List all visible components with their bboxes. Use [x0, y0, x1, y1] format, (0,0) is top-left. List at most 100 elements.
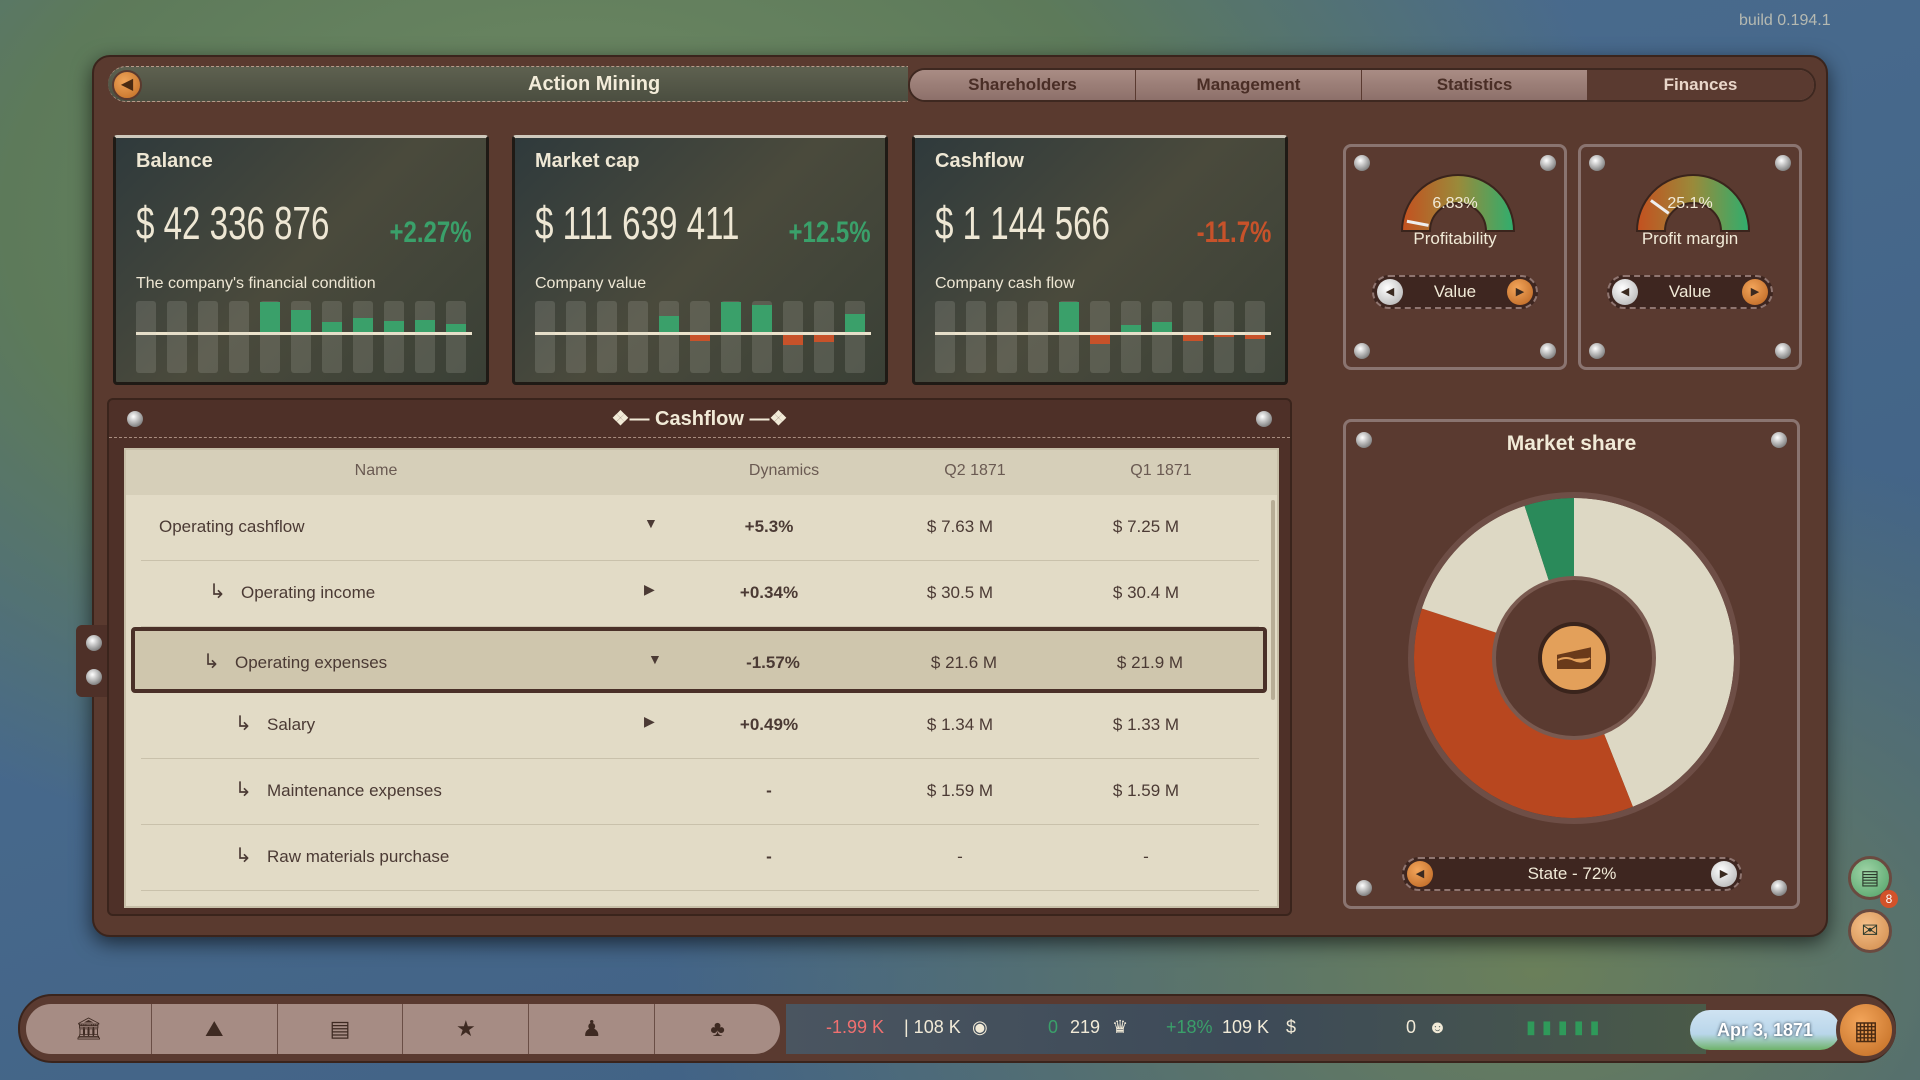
row-q1: $ 21.9 M — [1116, 653, 1184, 672]
tree-button[interactable]: ♣ — [655, 1004, 780, 1054]
profit-margin-gauge — [1635, 174, 1751, 232]
calendar-button[interactable]: ▦ — [1836, 1000, 1896, 1060]
card-label: Market cap — [535, 150, 640, 172]
card-subtitle: Company value — [535, 275, 647, 292]
tab-finances[interactable]: Finances — [1588, 70, 1814, 100]
caret-down-icon[interactable]: ▼ — [648, 651, 662, 667]
table-row[interactable]: ↳ Salary ▶ +0.49% $ 1.34 M $ 1.33 M — [141, 693, 1259, 759]
table-row[interactable]: ↳ Operating expenses ▼ -1.57% $ 21.6 M $ 21.9… — [131, 627, 1267, 693]
table-row[interactable]: ↳ Raw materials purchase - - - — [141, 825, 1259, 891]
pie-slice — [1524, 498, 1574, 584]
spy-icon: ♟ — [581, 1016, 602, 1041]
rivet-icon — [1771, 880, 1787, 896]
next-button[interactable]: ▶ — [1710, 861, 1737, 887]
column-header-name[interactable]: Name — [354, 462, 398, 479]
gauge-needle — [1406, 219, 1429, 227]
parliament-button[interactable]: ▤ — [278, 1004, 404, 1054]
caret-right-icon[interactable]: ▶ — [644, 713, 655, 729]
bar — [1152, 321, 1172, 332]
balance-card: Balance $ 42 336 876 +2.27% The company'… — [113, 135, 489, 385]
bar — [783, 335, 803, 345]
prev-button[interactable]: ◀ — [1377, 279, 1403, 305]
mail-button[interactable]: ✉ — [1848, 909, 1892, 953]
cashflow-card: Cashflow $ 1 144 566 -11.7% Company cash… — [912, 135, 1288, 385]
map-button[interactable]: ⛰ — [152, 1004, 278, 1054]
rivet-icon — [1354, 155, 1370, 171]
gauge-needle — [1650, 199, 1670, 215]
ornament-right-icon: —❖ — [743, 408, 788, 430]
child-arrow-icon: ↳ — [209, 581, 226, 603]
coins-icon: ◉ — [972, 1017, 988, 1037]
table-row[interactable]: ↳ Maintenance expenses - $ 1.59 M $ 1.59 M — [141, 759, 1259, 825]
prev-button[interactable]: ◀ — [1407, 861, 1433, 887]
tab-management[interactable]: Management — [1136, 70, 1362, 100]
tab-bar: Shareholders Management Statistics Finan… — [908, 68, 1816, 102]
row-q2: $ 1.34 M — [926, 715, 994, 734]
bar-slot — [597, 301, 617, 373]
news-badge: 8 — [1880, 890, 1898, 908]
bar-slot — [446, 301, 466, 373]
row-dynamics: -1.57% — [746, 653, 800, 672]
row-name: Operating income — [241, 583, 376, 602]
profitability-selector: ◀ Value ▶ — [1372, 275, 1538, 309]
dollar-value: 109 K — [1222, 1017, 1270, 1037]
child-arrow-icon: ↳ — [203, 651, 220, 673]
row-q1: $ 30.4 M — [1112, 583, 1180, 602]
tab-statistics[interactable]: Statistics — [1362, 70, 1588, 100]
income-value: -1.99 K — [826, 1017, 885, 1037]
profit-margin-selector: ◀ Value ▶ — [1607, 275, 1773, 309]
date-display: Apr 3, 1871 — [1690, 1010, 1840, 1050]
bar — [659, 315, 679, 332]
profitability-panel: 6.83% Profitability ◀ Value ▶ — [1343, 144, 1567, 370]
table-scrollbar[interactable] — [1271, 500, 1275, 700]
market-share-chart — [1408, 492, 1740, 824]
trophy-button[interactable]: ★ — [403, 1004, 530, 1054]
next-button[interactable]: ▶ — [1742, 279, 1768, 305]
bar — [1183, 335, 1203, 341]
rivet-icon — [1356, 432, 1372, 448]
bar-slot — [1028, 301, 1048, 373]
tree-icon: ♣ — [710, 1016, 725, 1041]
tab-shareholders[interactable]: Shareholders — [910, 70, 1136, 100]
row-q1: $ 1.59 M — [1112, 781, 1180, 800]
head-icon: ☻ — [1428, 1017, 1447, 1037]
rivet-icon — [1589, 155, 1605, 171]
bar-slot — [997, 301, 1017, 373]
column-header-dynamics[interactable]: Dynamics — [748, 462, 820, 479]
column-header-q2[interactable]: Q2 1871 — [944, 462, 1006, 479]
market-share-title: Market share — [1506, 432, 1637, 455]
prev-button[interactable]: ◀ — [1612, 279, 1638, 305]
row-q1: $ 1.33 M — [1112, 715, 1180, 734]
bar-slot — [136, 301, 156, 373]
rivet-icon — [86, 635, 102, 651]
crown-value: 219 — [1070, 1017, 1101, 1037]
gauge-name: Profit margin — [1641, 229, 1739, 248]
table-row[interactable]: Operating cashflow ▼ +5.3% $ 7.63 M $ 7.25 M — [141, 495, 1259, 561]
profitability-gauge — [1400, 174, 1516, 232]
build-version: build 0.194.1 — [1739, 12, 1831, 29]
trophy-icon: ★ — [456, 1016, 476, 1041]
back-button[interactable]: ◀ — [112, 70, 142, 100]
bar — [752, 305, 772, 332]
bar-slot — [966, 301, 986, 373]
card-value: $ 1 144 566 — [935, 197, 1110, 249]
balance-bar-chart — [136, 301, 472, 373]
bank-button[interactable]: 🏛 — [26, 1004, 152, 1054]
caret-right-icon[interactable]: ▶ — [644, 581, 655, 597]
bar-slot — [935, 301, 955, 373]
ornament-left-icon: ❖— — [611, 408, 656, 430]
bar-slot — [229, 301, 249, 373]
column-header-q1[interactable]: Q1 1871 — [1130, 462, 1192, 479]
rivet-icon — [1775, 155, 1791, 171]
table-row[interactable]: ↳ Operating income ▶ +0.34% $ 30.5 M $ 30.4 M — [141, 561, 1259, 627]
caret-down-icon[interactable]: ▼ — [644, 515, 658, 531]
bar-slot — [322, 301, 342, 373]
row-name: Salary — [267, 715, 316, 734]
spy-button[interactable]: ♟ — [529, 1004, 656, 1054]
row-q1: - — [1143, 847, 1149, 866]
cashflow-title: Cashflow — [655, 408, 744, 430]
bar-slot — [353, 301, 373, 373]
bar-slot — [566, 301, 586, 373]
title-bar: ◀ Action Mining — [108, 66, 908, 102]
next-button[interactable]: ▶ — [1507, 279, 1533, 305]
